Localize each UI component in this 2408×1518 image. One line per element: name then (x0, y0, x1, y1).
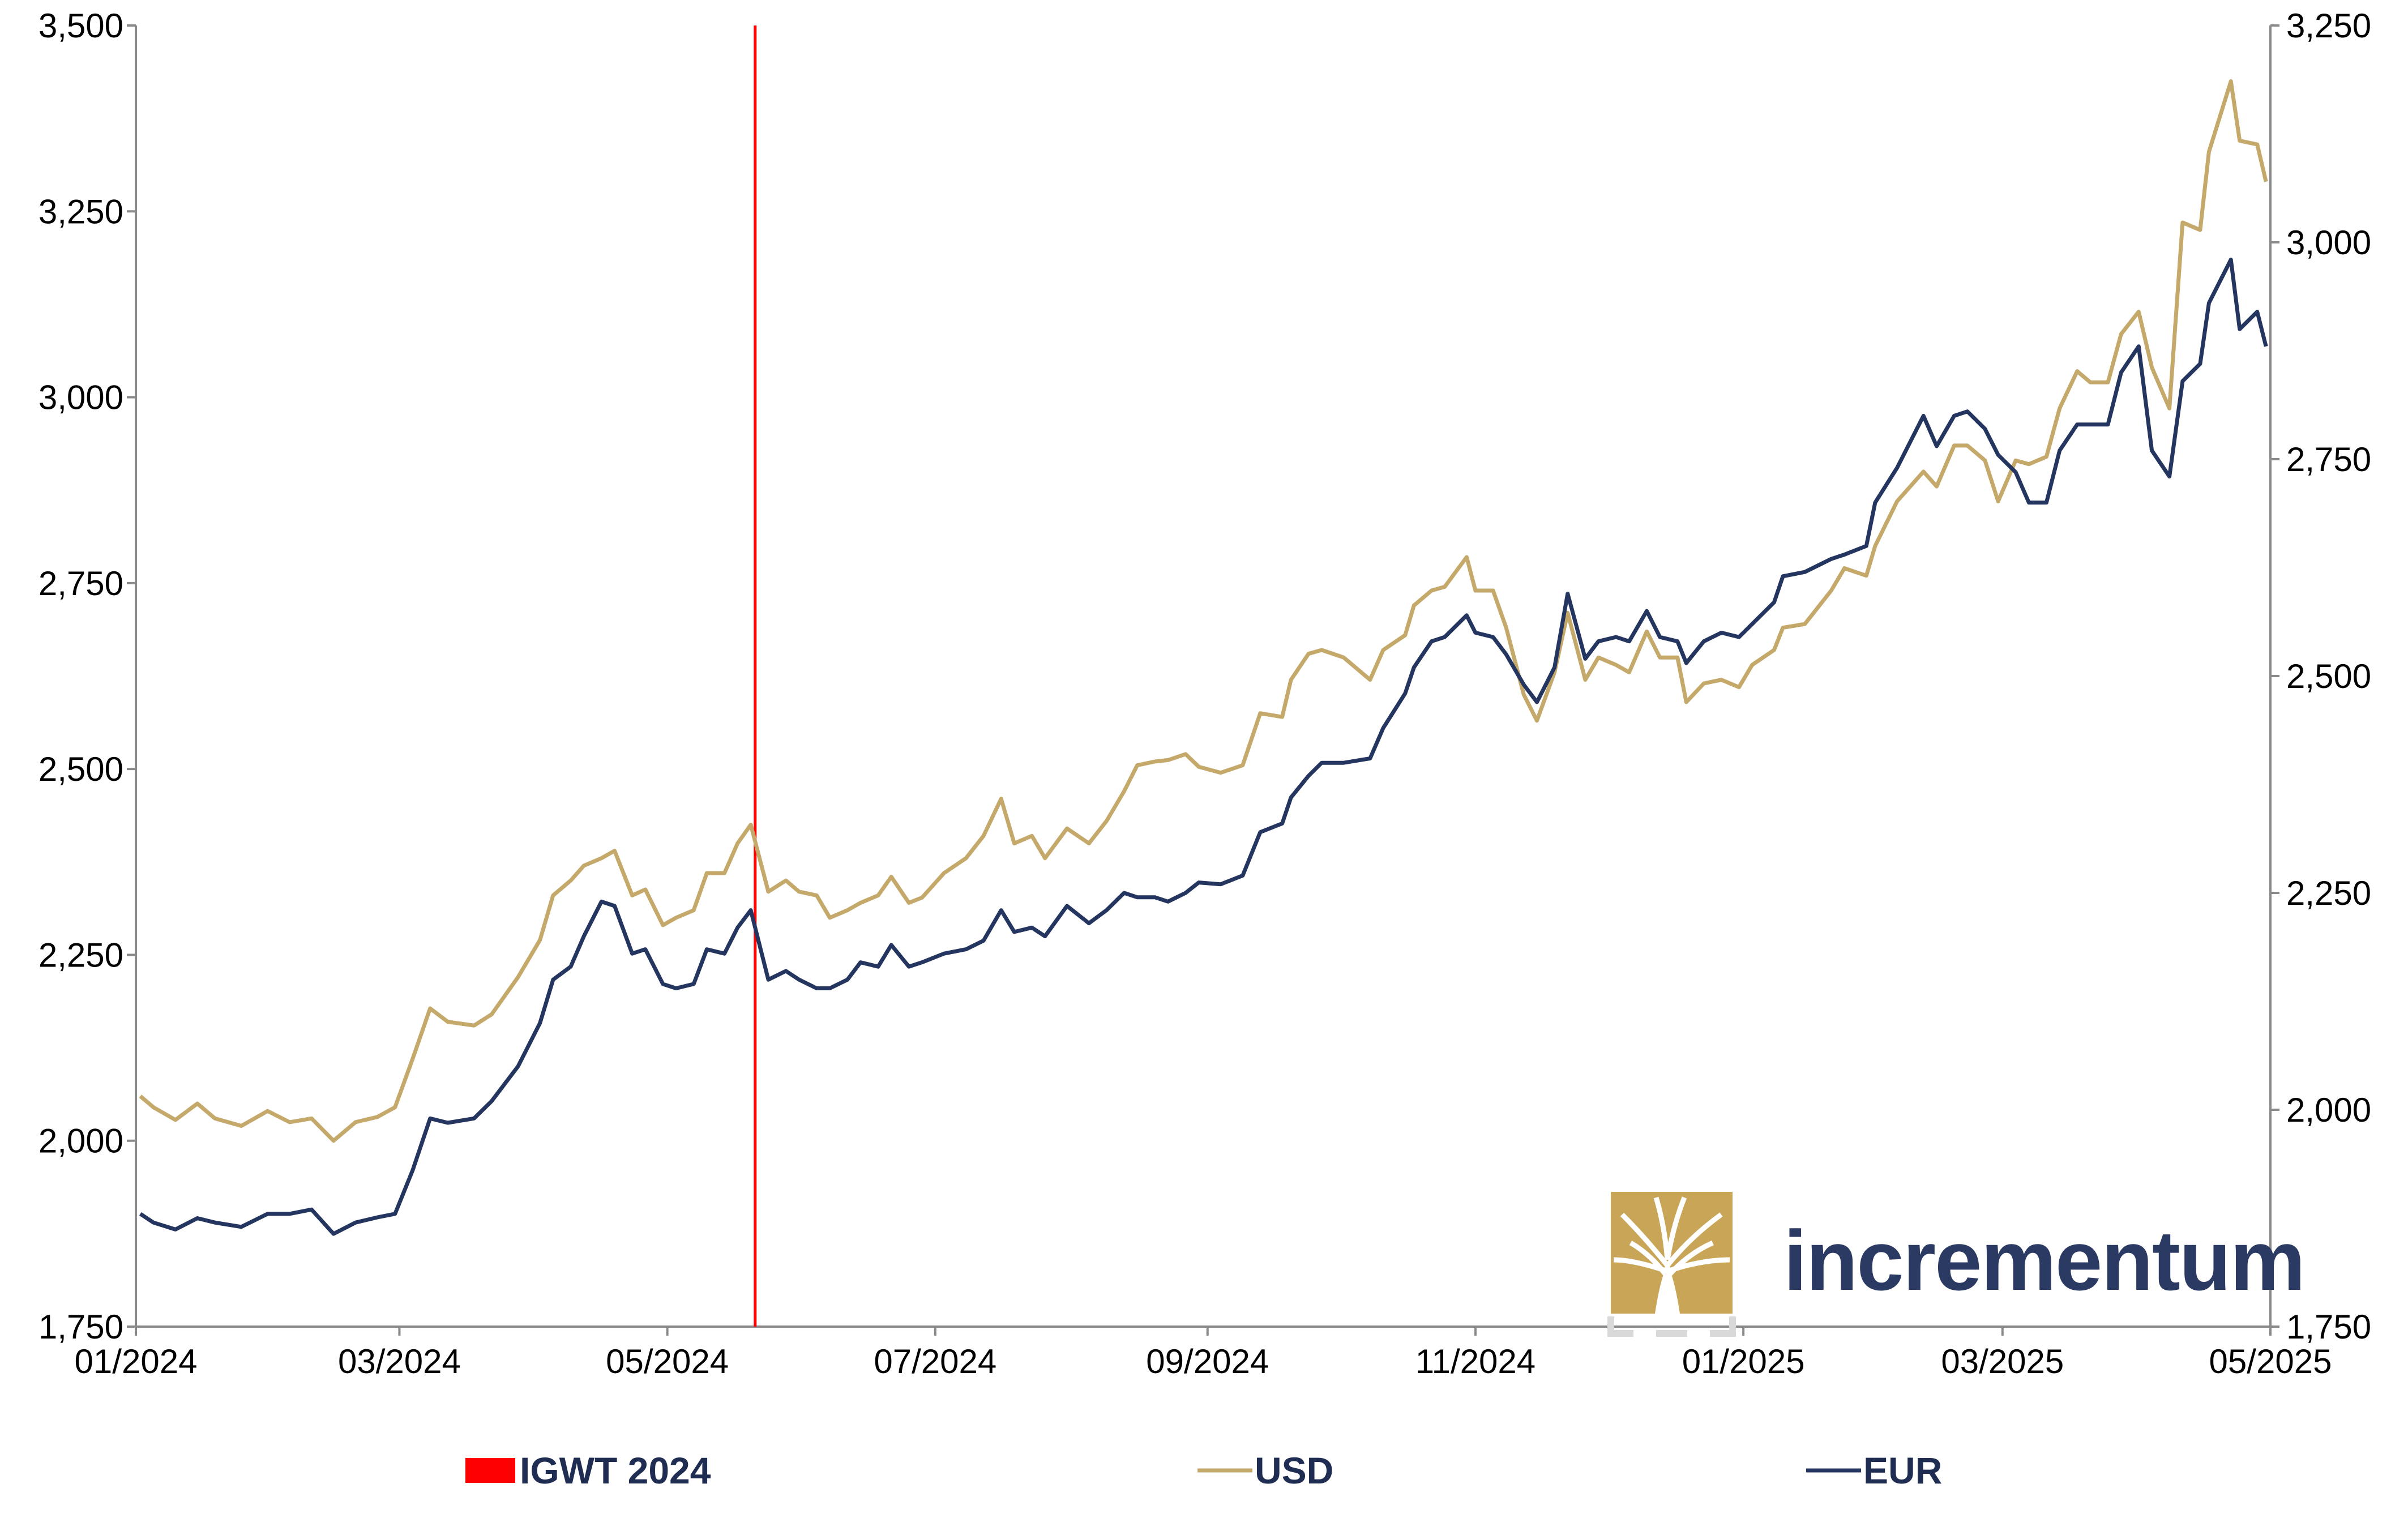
series-line-eur (139, 258, 2268, 1236)
legend-item-igwt: IGWT 2024 (465, 1449, 711, 1491)
x-tick-label: 11/2024 (1415, 1342, 1536, 1380)
legend: IGWT 2024 USD EUR (465, 1449, 1942, 1491)
right-tick-label: 2,750 (2286, 441, 2371, 478)
left-y-axis: 1,750 2,000 2,250 2,500 2,750 3,000 3,250 3,500 (39, 7, 137, 1346)
x-tick-label: 03/2024 (338, 1342, 461, 1380)
legend-item-usd: USD (1197, 1449, 1333, 1491)
right-tick-label: 3,000 (2286, 224, 2371, 262)
incrementum-logo: incrementum (1607, 1192, 2306, 1337)
x-tick-label: 01/2024 (75, 1342, 198, 1380)
left-tick-label: 2,500 (39, 750, 123, 788)
right-tick-label: 2,000 (2286, 1091, 2371, 1129)
left-tick-label: 3,250 (39, 193, 123, 230)
legend-swatch-igwt (465, 1458, 515, 1483)
x-tick-label: 07/2024 (874, 1342, 996, 1380)
x-tick-label: 01/2025 (1682, 1342, 1805, 1380)
right-tick-label: 1,750 (2286, 1308, 2371, 1346)
left-tick-label: 3,500 (39, 7, 123, 45)
series-layer (139, 79, 2268, 1236)
legend-label-eur: EUR (1863, 1449, 1942, 1491)
legend-item-eur: EUR (1806, 1449, 1942, 1491)
right-tick-label: 2,250 (2286, 874, 2371, 912)
left-tick-label: 3,000 (39, 379, 123, 417)
left-tick-label: 2,750 (39, 565, 123, 602)
x-tick-label: 05/2025 (2209, 1342, 2332, 1380)
left-tick-label: 1,750 (39, 1308, 123, 1346)
logo-wordmark: incrementum (1783, 1213, 2304, 1308)
right-y-axis: 1,750 2,000 2,250 2,500 2,750 3,000 3,250 (2269, 7, 2371, 1346)
right-tick-label: 3,250 (2286, 7, 2371, 45)
legend-label-usd: USD (1255, 1449, 1333, 1491)
series-line-usd (139, 79, 2268, 1143)
x-tick-label: 03/2025 (1941, 1342, 2064, 1380)
x-axis: 01/2024 03/2024 05/2024 07/2024 09/2024 11/20… (75, 1325, 2332, 1380)
x-tick-label: 09/2024 (1146, 1342, 1269, 1380)
tree-logo-icon (1607, 1192, 1736, 1337)
left-tick-label: 2,250 (39, 936, 123, 974)
right-tick-label: 2,500 (2286, 657, 2371, 695)
legend-label-igwt: IGWT 2024 (520, 1449, 711, 1491)
x-tick-label: 05/2024 (606, 1342, 729, 1380)
left-tick-label: 2,000 (39, 1122, 123, 1160)
